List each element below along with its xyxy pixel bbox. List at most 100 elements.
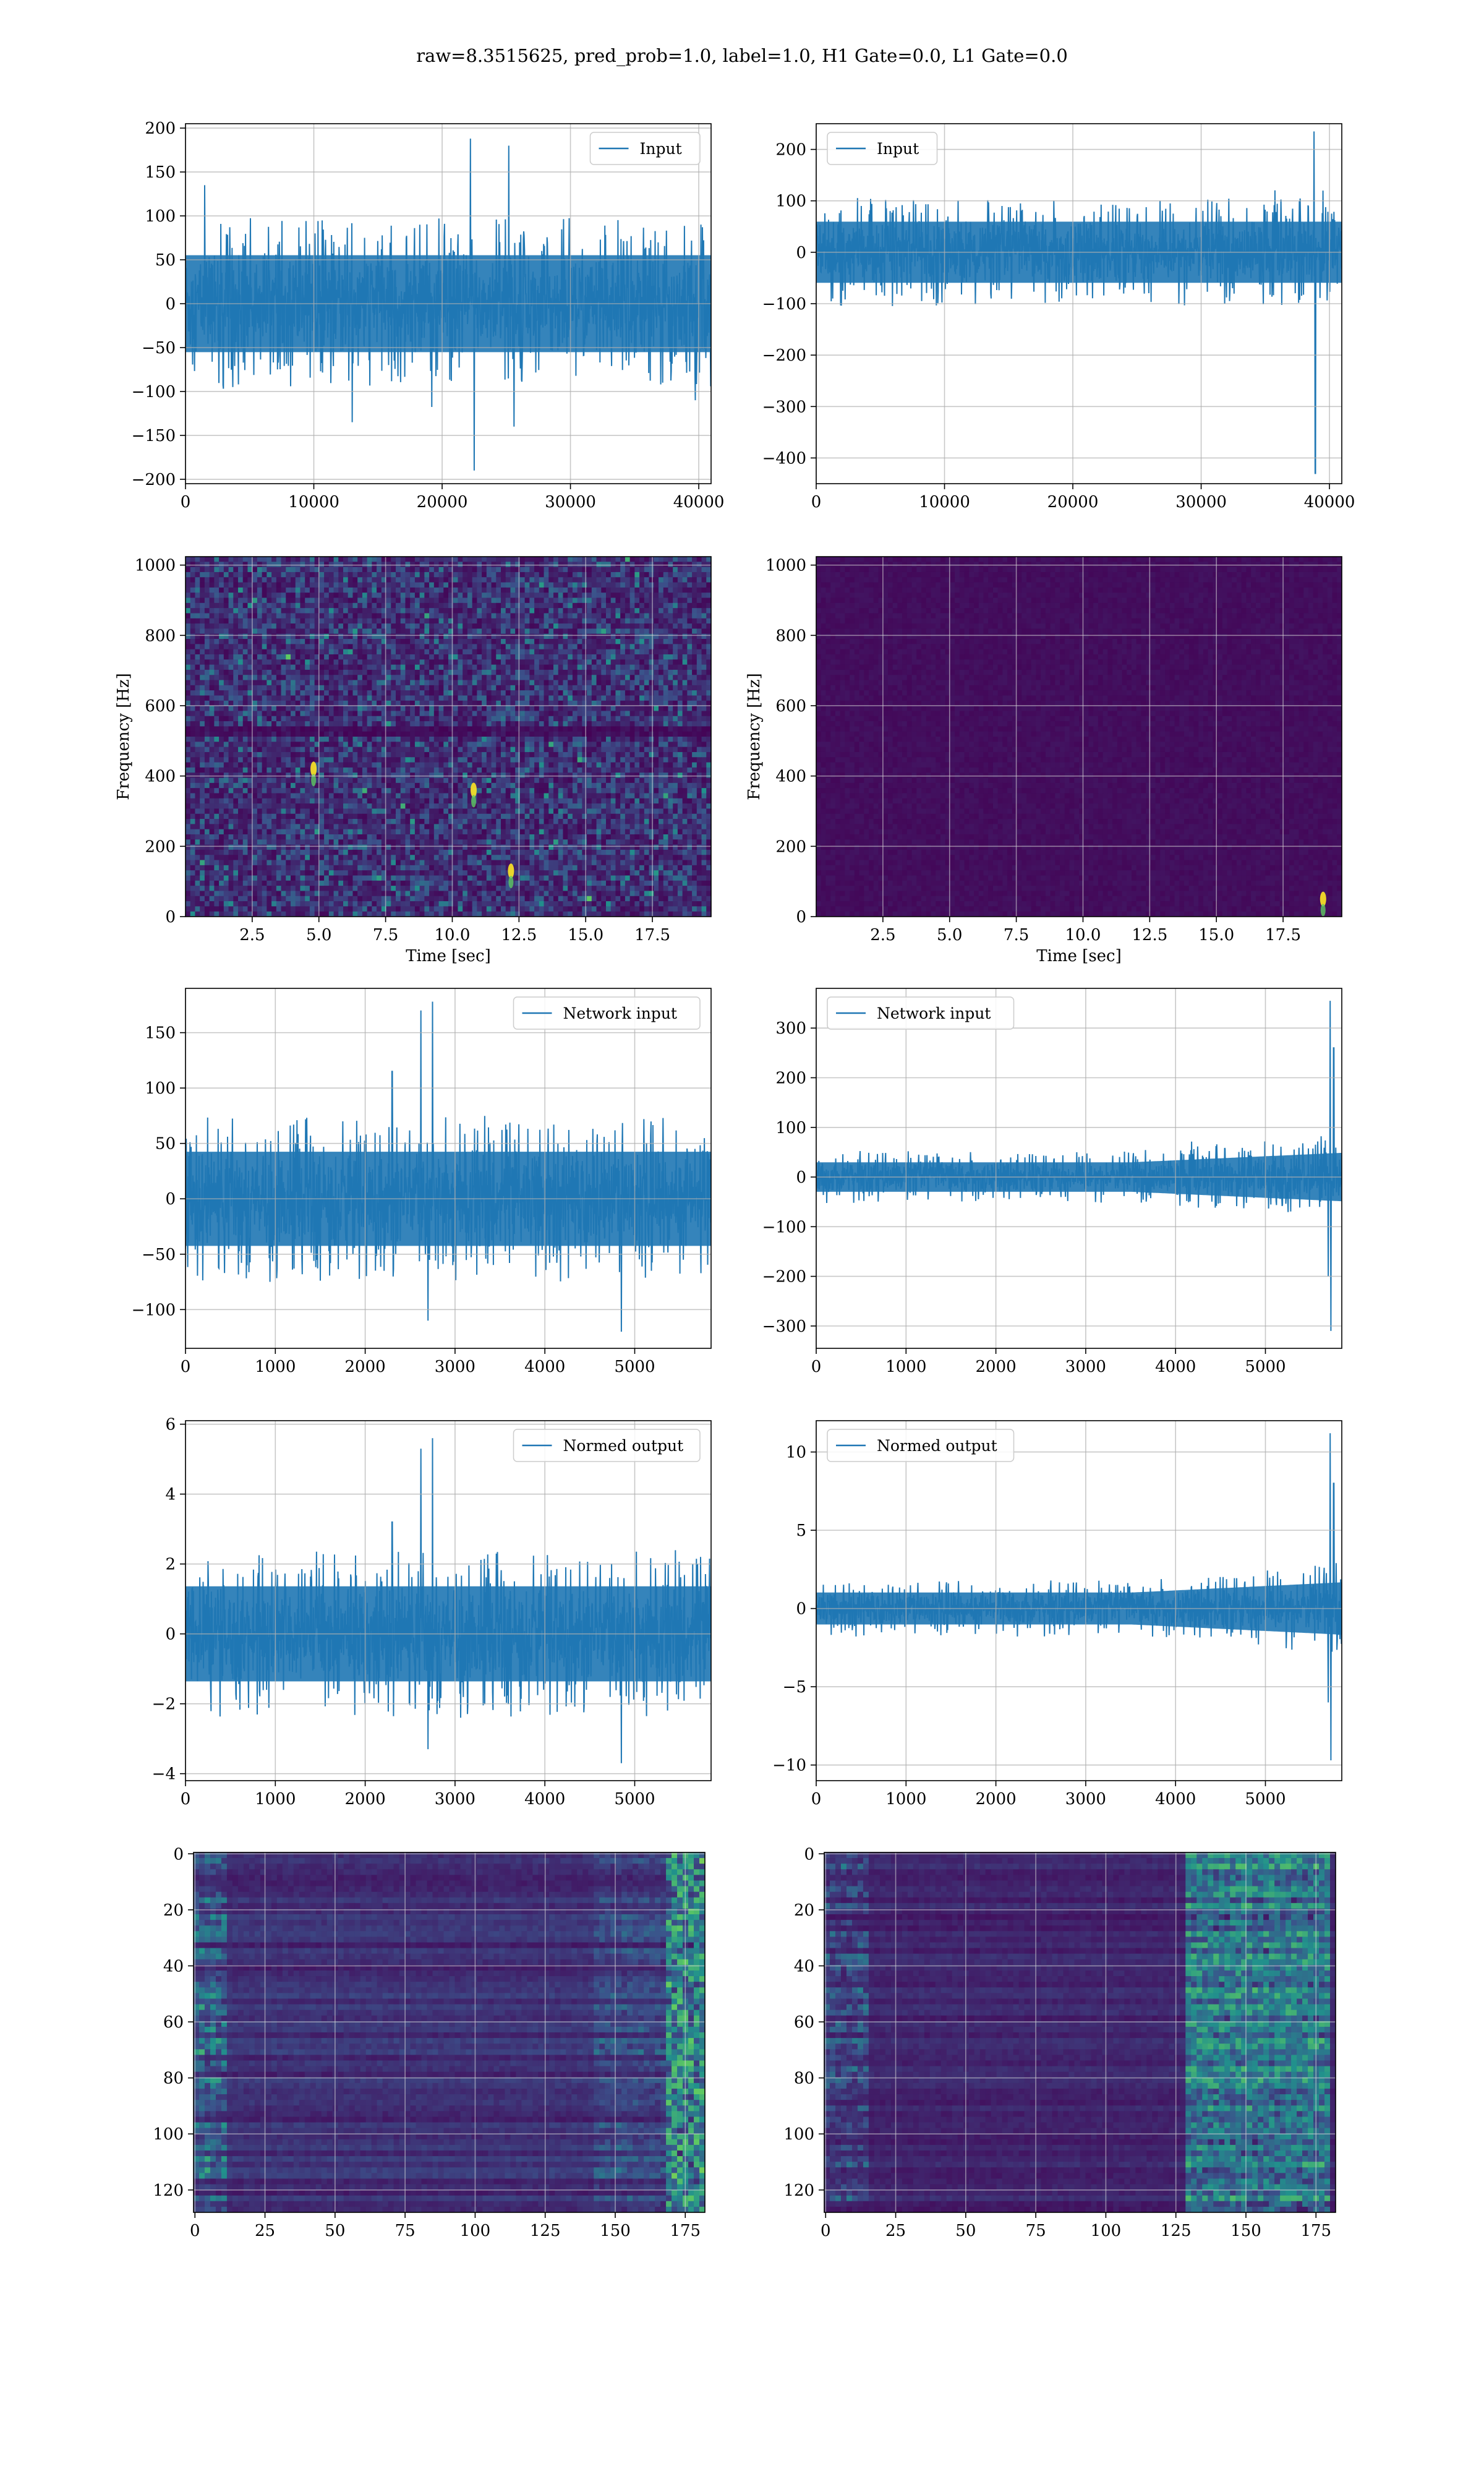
heatmap-cell bbox=[701, 757, 707, 763]
heatmap-cell bbox=[458, 721, 463, 727]
heatmap-cell bbox=[629, 618, 635, 624]
heatmap-cell bbox=[300, 562, 305, 568]
heatmap-cell bbox=[668, 587, 673, 593]
heatmap-cell bbox=[519, 751, 526, 758]
heatmap-cell bbox=[472, 716, 477, 722]
heatmap-cell bbox=[706, 613, 711, 619]
heatmap-cell bbox=[257, 762, 263, 768]
heatmap-cell bbox=[682, 711, 688, 717]
heatmap-cell bbox=[544, 711, 549, 717]
heatmap-cell bbox=[195, 731, 200, 737]
heatmap-cell bbox=[410, 571, 416, 578]
heatmap-cell bbox=[649, 773, 654, 779]
heatmap-cell bbox=[529, 690, 535, 696]
heatmap-cell bbox=[372, 628, 377, 635]
heatmap-cell bbox=[659, 567, 664, 573]
heatmap-cell bbox=[501, 777, 506, 784]
heatmap-cell bbox=[677, 633, 683, 640]
heatmap-cell bbox=[238, 767, 244, 773]
heatmap-cell bbox=[352, 716, 358, 722]
heatmap-cell bbox=[357, 557, 363, 562]
heatmap-cell bbox=[610, 659, 616, 666]
heatmap-cell bbox=[501, 690, 506, 696]
heatmap-cell bbox=[448, 587, 454, 593]
heatmap-cell bbox=[448, 633, 454, 640]
heatmap-cell bbox=[458, 762, 463, 768]
heatmap-cell bbox=[591, 649, 597, 655]
heatmap-cell bbox=[367, 633, 372, 640]
heatmap-cell bbox=[291, 597, 296, 604]
heatmap-cell bbox=[606, 695, 612, 701]
heatmap-cell bbox=[534, 700, 540, 706]
heatmap-cell bbox=[477, 618, 482, 624]
heatmap-cell bbox=[663, 669, 669, 675]
heatmap-cell bbox=[405, 716, 411, 722]
heatmap-cell bbox=[568, 659, 573, 666]
heatmap-cell bbox=[505, 664, 511, 670]
heatmap-cell bbox=[333, 695, 339, 701]
heatmap-cell bbox=[587, 716, 592, 722]
heatmap-cell bbox=[295, 613, 301, 619]
heatmap-cell bbox=[300, 721, 305, 727]
heatmap-cell bbox=[644, 716, 650, 722]
heatmap-cell bbox=[281, 623, 286, 629]
heatmap-cell bbox=[276, 557, 282, 562]
heatmap-cell bbox=[663, 562, 669, 568]
heatmap-cell bbox=[223, 782, 229, 789]
heatmap-cell bbox=[295, 706, 301, 712]
heatmap-cell bbox=[692, 639, 697, 644]
heatmap-cell bbox=[209, 721, 215, 727]
heatmap-cell bbox=[314, 751, 320, 758]
heatmap-cell bbox=[448, 571, 454, 578]
heatmap-cell bbox=[238, 751, 244, 758]
heatmap-cell bbox=[281, 716, 286, 722]
heatmap-cell bbox=[424, 742, 430, 748]
heatmap-cell bbox=[534, 582, 540, 588]
heatmap-cell bbox=[223, 777, 229, 784]
heatmap-cell bbox=[228, 690, 234, 696]
heatmap-cell bbox=[491, 731, 497, 737]
heatmap-cell bbox=[271, 706, 277, 712]
heatmap-cell bbox=[319, 582, 325, 588]
heatmap-cell bbox=[424, 685, 430, 691]
heatmap-cell bbox=[544, 742, 549, 748]
heatmap-cell bbox=[673, 557, 678, 562]
heatmap-cell bbox=[515, 757, 521, 763]
heatmap-cell bbox=[219, 680, 224, 686]
heatmap-cell bbox=[233, 690, 239, 696]
heatmap-cell bbox=[659, 675, 664, 681]
heatmap-cell bbox=[219, 690, 224, 696]
heatmap-cell bbox=[223, 593, 229, 599]
heatmap-cell bbox=[587, 680, 592, 686]
heatmap-cell bbox=[386, 639, 391, 644]
heatmap-cell bbox=[348, 659, 354, 666]
heatmap-cell bbox=[534, 721, 540, 727]
heatmap-cell bbox=[687, 582, 693, 588]
heatmap-cell bbox=[348, 762, 354, 768]
heatmap-cell bbox=[309, 623, 315, 629]
heatmap-cell bbox=[305, 597, 310, 604]
heatmap-cell bbox=[233, 664, 239, 670]
heatmap-cell bbox=[625, 685, 631, 691]
heatmap-cell bbox=[405, 623, 411, 629]
heatmap-cell bbox=[219, 654, 224, 660]
heatmap-cell bbox=[620, 654, 626, 660]
heatmap-cell bbox=[472, 751, 477, 758]
heatmap-cell bbox=[338, 567, 344, 573]
heatmap-cell bbox=[448, 726, 454, 732]
heatmap-cell bbox=[262, 773, 267, 779]
heatmap-cell bbox=[472, 644, 477, 650]
heatmap-cell bbox=[352, 639, 358, 644]
heatmap-cell bbox=[505, 767, 511, 773]
heatmap-cell bbox=[572, 649, 578, 655]
heatmap-cell bbox=[501, 757, 506, 763]
heatmap-cell bbox=[200, 593, 205, 599]
heatmap-cell bbox=[548, 737, 554, 742]
y-tick-label: −200 bbox=[132, 471, 176, 489]
heatmap-cell bbox=[281, 664, 286, 670]
heatmap-cell bbox=[534, 747, 540, 753]
heatmap-cell bbox=[405, 628, 411, 635]
heatmap-cell bbox=[634, 593, 640, 599]
heatmap-cell bbox=[467, 633, 473, 640]
heatmap-cell bbox=[448, 695, 454, 701]
